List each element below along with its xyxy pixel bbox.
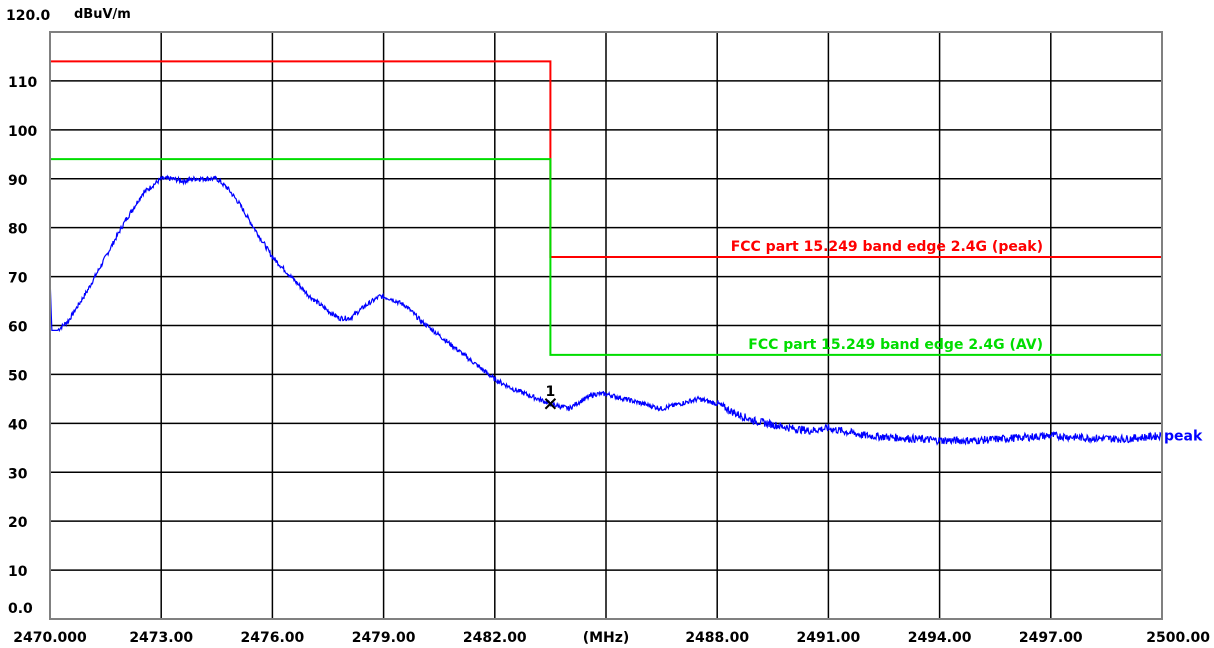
x-tick-label: 2482.00 bbox=[463, 630, 527, 646]
x-tick-label: 2476.00 bbox=[241, 630, 305, 646]
x-axis-ticks: 2470.000 2473.00 2476.00 2479.00 2482.00 (MHz… bbox=[13, 630, 1210, 646]
x-tick-label: 2479.00 bbox=[352, 630, 416, 646]
grid bbox=[50, 32, 1162, 619]
y-tick-label: 30 bbox=[8, 466, 28, 482]
trace-name-label: peak bbox=[1164, 429, 1203, 445]
y-tick-label: 50 bbox=[8, 368, 28, 384]
y-unit-label: dBuV/m bbox=[74, 7, 131, 22]
series-group: peak bbox=[49, 174, 1203, 446]
y-tick-label: 90 bbox=[8, 173, 28, 189]
limit-lines: FCC part 15.249 band edge 2.4G (peak) FCC… bbox=[50, 60, 1162, 356]
peak-limit-label: FCC part 15.249 band edge 2.4G (peak) bbox=[731, 239, 1043, 255]
average-limit-label: FCC part 15.249 band edge 2.4G (AV) bbox=[748, 337, 1043, 353]
y-tick-label: 120.0 bbox=[6, 8, 51, 24]
plot-frame bbox=[49, 31, 1163, 620]
x-tick-label: 2491.00 bbox=[797, 630, 861, 646]
x-tick-label: 2473.00 bbox=[129, 630, 193, 646]
y-tick-label: 70 bbox=[8, 271, 28, 287]
y-tick-label: 20 bbox=[8, 515, 28, 531]
x-tick-label: 2470.000 bbox=[13, 630, 87, 646]
y-tick-label: 40 bbox=[8, 417, 28, 433]
y-tick-label: 10 bbox=[8, 564, 28, 580]
x-tick-label: (MHz) bbox=[583, 630, 630, 646]
y-tick-label: 0.0 bbox=[8, 601, 33, 617]
y-axis-ticks: 120.0 110 100 90 80 70 60 50 40 30 20 10 0.0 bbox=[6, 8, 51, 617]
x-tick-label: 2500.00 bbox=[1146, 630, 1210, 646]
y-tick-label: 80 bbox=[8, 222, 28, 238]
y-tick-label: 60 bbox=[8, 320, 28, 336]
x-tick-label: 2497.00 bbox=[1019, 630, 1083, 646]
x-tick-label: 2488.00 bbox=[685, 630, 749, 646]
x-tick-label: 2494.00 bbox=[908, 630, 972, 646]
peak-trace bbox=[49, 174, 1163, 446]
marker-label: 1 bbox=[546, 384, 556, 400]
y-tick-label: 100 bbox=[8, 124, 37, 140]
marker-cross-icon bbox=[544, 398, 557, 410]
average-limit-line bbox=[50, 158, 1162, 356]
y-tick-label: 110 bbox=[8, 75, 37, 91]
markers: 1 bbox=[544, 384, 557, 410]
